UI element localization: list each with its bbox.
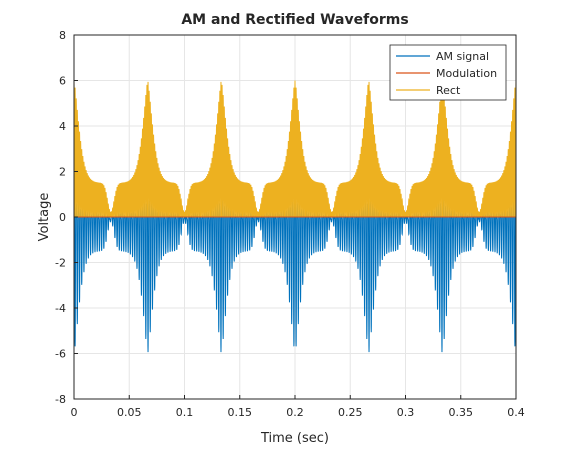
legend-item-am-signal: AM signal bbox=[396, 50, 489, 63]
am-signal-series bbox=[73, 198, 517, 353]
legend-label-rect: Rect bbox=[436, 84, 461, 97]
x-tick-label: 0.1 bbox=[176, 406, 194, 419]
x-tick-label: 0.35 bbox=[449, 406, 474, 419]
y-tick-label: 6 bbox=[59, 75, 66, 88]
x-tick-label: 0.05 bbox=[117, 406, 142, 419]
y-tick-label: 8 bbox=[59, 29, 66, 42]
y-tick-label: -8 bbox=[55, 393, 66, 406]
legend-label-modulation: Modulation bbox=[436, 67, 497, 80]
y-axis-ticks: -8 -6 -4 -2 0 2 4 6 8 bbox=[55, 29, 78, 406]
y-tick-label: 0 bbox=[59, 211, 66, 224]
x-tick-label: 0.15 bbox=[228, 406, 253, 419]
y-tick-label: -6 bbox=[55, 348, 66, 361]
chart-title: AM and Rectified Waveforms bbox=[181, 12, 408, 28]
legend: AM signal Modulation Rect bbox=[389, 44, 507, 101]
y-axis-label: Voltage bbox=[37, 193, 52, 242]
y-tick-label: -4 bbox=[55, 302, 66, 315]
legend-item-modulation: Modulation bbox=[396, 67, 497, 80]
legend-item-rect: Rect bbox=[396, 84, 461, 97]
x-tick-label: 0.25 bbox=[338, 406, 363, 419]
x-tick-label: 0.2 bbox=[286, 406, 304, 419]
y-tick-label: 4 bbox=[59, 120, 66, 133]
x-tick-label: 0.3 bbox=[397, 406, 415, 419]
x-axis-label: Time (sec) bbox=[260, 431, 329, 446]
x-tick-label: 0.4 bbox=[507, 406, 525, 419]
x-axis-ticks: 0 0.05 0.1 0.15 0.2 0.25 0.3 0.35 0.4 bbox=[71, 395, 525, 419]
legend-label-am-signal: AM signal bbox=[436, 50, 489, 63]
x-tick-label: 0 bbox=[71, 406, 78, 419]
rect-series bbox=[73, 80, 517, 218]
y-tick-label: 2 bbox=[59, 166, 66, 179]
y-tick-label: -2 bbox=[55, 257, 66, 270]
series-layer bbox=[73, 80, 517, 353]
